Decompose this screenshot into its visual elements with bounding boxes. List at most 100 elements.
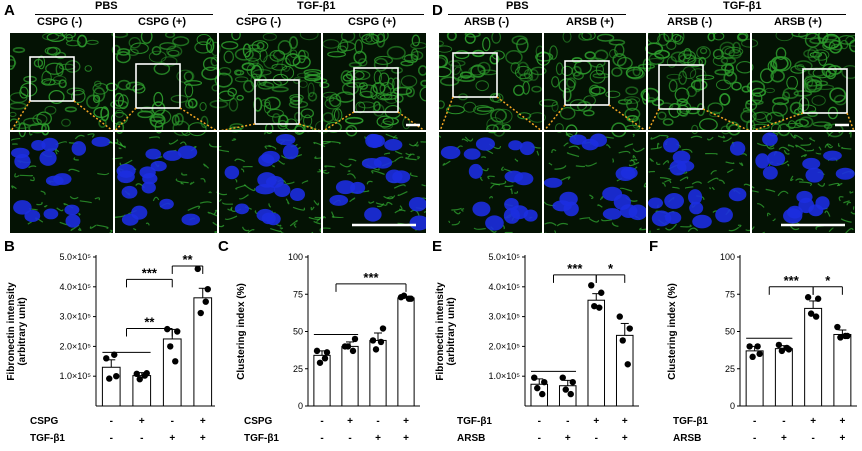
fibronectin-signal: [12, 46, 26, 54]
fibronectin-fiber: [235, 184, 247, 190]
fibronectin-signal: [804, 80, 822, 91]
fibronectin-fiber: [838, 196, 844, 202]
nucleus-dapi: [728, 187, 747, 202]
fibronectin-fiber: [383, 195, 396, 200]
fibronectin-signal: [383, 85, 392, 100]
fibronectin-fiber: [680, 224, 692, 228]
data-point: [344, 343, 352, 350]
treatment-symbol: -: [320, 433, 323, 444]
fibronectin-fiber: [56, 207, 64, 212]
group-line-tgf-a: [248, 14, 424, 15]
zoom-guide-line: [10, 100, 31, 132]
fibronectin-signal: [683, 48, 692, 60]
fibronectin-signal: [233, 69, 242, 76]
zoom-region-box: [254, 79, 300, 125]
fibronectin-signal: [589, 69, 606, 84]
fibronectin-fiber: [87, 133, 95, 138]
data-point: [379, 325, 387, 332]
fibronectin-signal: [361, 33, 380, 45]
fibronectin-signal: [33, 58, 44, 68]
data-point: [567, 390, 574, 398]
fibronectin-signal: [662, 118, 674, 126]
fibronectin-signal: [387, 77, 395, 90]
fibronectin-fiber: [660, 134, 669, 139]
fibronectin-signal: [300, 108, 315, 119]
treatment-symbol: -: [110, 433, 113, 444]
fibronectin-signal: [92, 94, 101, 104]
y-tick-label: 4.0×10⁵: [59, 282, 91, 292]
nucleus-dapi: [408, 196, 426, 212]
data-point: [323, 349, 331, 356]
fibronectin-fiber: [292, 206, 306, 211]
fibronectin-signal: [373, 101, 381, 112]
fibronectin-fiber: [268, 203, 272, 208]
micrograph-bottom-cells: [439, 135, 543, 233]
fibronectin-signal: [41, 70, 52, 86]
bar: [615, 334, 634, 407]
fibronectin-fiber: [368, 201, 375, 204]
treatment-symbol: +: [781, 433, 787, 444]
fibronectin-signal: [299, 33, 319, 41]
fibronectin-fiber: [648, 170, 655, 173]
fibronectin-signal: [625, 86, 639, 96]
micrograph-bottom-cells: [543, 133, 648, 233]
treatment-symbol: +: [810, 416, 816, 427]
fibronectin-signal: [821, 63, 837, 78]
nucleus-dapi: [475, 137, 495, 151]
group-label-pbs-a: PBS: [95, 0, 118, 12]
fibronectin-signal: [211, 84, 220, 92]
data-point: [619, 337, 626, 344]
data-point: [749, 353, 756, 361]
fibronectin-fiber: [96, 224, 109, 230]
fibronectin-fiber: [490, 183, 495, 189]
bar: [804, 307, 823, 407]
fibronectin-signal: [459, 71, 473, 79]
fibronectin-fiber: [395, 150, 403, 155]
fibronectin-signal: [687, 57, 703, 68]
data-point: [754, 343, 761, 350]
fibronectin-signal: [354, 39, 363, 54]
fibronectin-fiber: [706, 136, 714, 141]
fibronectin-fiber: [656, 161, 661, 165]
treatment-symbol: -: [320, 416, 323, 427]
treatment-row-label: ARSB: [457, 433, 485, 444]
fibronectin-fiber: [849, 190, 854, 194]
fibronectin-fiber: [473, 227, 486, 230]
data-point: [194, 265, 201, 273]
fibronectin-signal: [420, 79, 426, 87]
micrograph-bottom-cells: [314, 133, 426, 231]
nucleus-dapi: [275, 134, 296, 146]
fibronectin-signal: [66, 40, 81, 47]
treatment-symbol: -: [566, 416, 569, 427]
fibronectin-signal: [501, 124, 511, 131]
group-label-tgf-d: TGF-β1: [723, 0, 762, 12]
fibronectin-signal: [609, 49, 618, 59]
treatment-symbol: +: [622, 416, 628, 427]
zoom-guide-line: [647, 108, 660, 132]
column-label-d3: ARSB (-): [667, 16, 713, 28]
fibronectin-fiber: [828, 227, 834, 233]
fibronectin-signal: [657, 111, 667, 121]
data-point: [746, 343, 753, 350]
fibronectin-fiber: [691, 181, 703, 185]
fibronectin-fiber: [187, 205, 201, 211]
fibronectin-fiber: [331, 141, 341, 145]
fibronectin-fiber: [778, 146, 790, 152]
fibronectin-signal: [559, 106, 576, 120]
fibronectin-signal: [772, 56, 792, 72]
data-point: [172, 358, 179, 365]
y-tick-label: 25: [725, 364, 735, 374]
treatment-symbol: +: [169, 433, 175, 444]
fibronectin-fiber: [536, 150, 540, 156]
treatment-row-label: TGF-β1: [30, 433, 65, 444]
fibronectin-fiber: [414, 144, 419, 147]
fibronectin-fiber: [11, 137, 21, 141]
fibronectin-signal: [699, 47, 708, 55]
nucleus-dapi: [150, 160, 167, 172]
fibronectin-fiber: [231, 138, 237, 141]
fibronectin-fiber: [349, 197, 356, 203]
fibronectin-signal: [841, 65, 855, 80]
fibronectin-signal: [250, 64, 263, 80]
fibronectin-signal: [269, 49, 286, 62]
treatment-symbol: -: [110, 416, 113, 427]
